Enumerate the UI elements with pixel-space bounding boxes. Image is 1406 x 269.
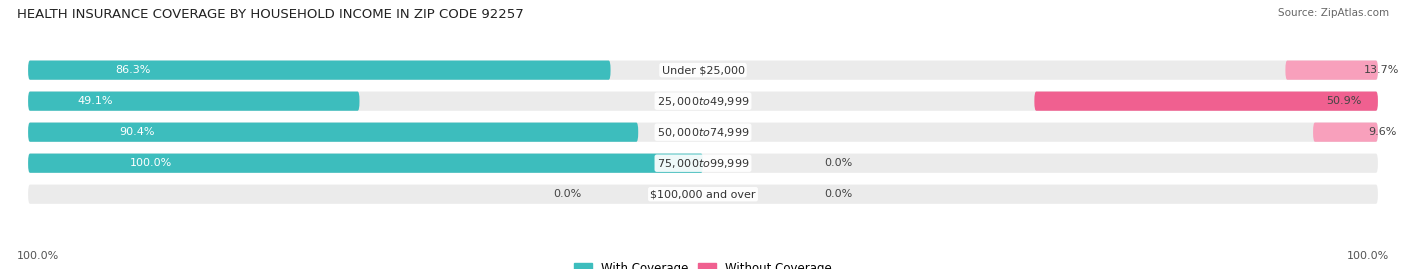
- Text: $100,000 and over: $100,000 and over: [650, 189, 756, 199]
- Text: HEALTH INSURANCE COVERAGE BY HOUSEHOLD INCOME IN ZIP CODE 92257: HEALTH INSURANCE COVERAGE BY HOUSEHOLD I…: [17, 8, 523, 21]
- Text: 100.0%: 100.0%: [17, 251, 59, 261]
- Text: 0.0%: 0.0%: [554, 189, 582, 199]
- Text: 100.0%: 100.0%: [129, 158, 172, 168]
- Text: Source: ZipAtlas.com: Source: ZipAtlas.com: [1278, 8, 1389, 18]
- FancyBboxPatch shape: [28, 154, 703, 173]
- Text: $25,000 to $49,999: $25,000 to $49,999: [657, 95, 749, 108]
- Text: 13.7%: 13.7%: [1364, 65, 1399, 75]
- FancyBboxPatch shape: [28, 123, 638, 142]
- Text: 0.0%: 0.0%: [824, 158, 852, 168]
- Text: 100.0%: 100.0%: [1347, 251, 1389, 261]
- FancyBboxPatch shape: [28, 61, 610, 80]
- FancyBboxPatch shape: [1035, 91, 1378, 111]
- Text: 86.3%: 86.3%: [115, 65, 150, 75]
- Text: Under $25,000: Under $25,000: [661, 65, 745, 75]
- Text: 50.9%: 50.9%: [1326, 96, 1362, 106]
- Text: 49.1%: 49.1%: [77, 96, 114, 106]
- Text: 0.0%: 0.0%: [824, 189, 852, 199]
- FancyBboxPatch shape: [28, 185, 1378, 204]
- Text: $75,000 to $99,999: $75,000 to $99,999: [657, 157, 749, 170]
- FancyBboxPatch shape: [28, 154, 1378, 173]
- FancyBboxPatch shape: [28, 123, 1378, 142]
- FancyBboxPatch shape: [1285, 61, 1378, 80]
- Legend: With Coverage, Without Coverage: With Coverage, Without Coverage: [569, 258, 837, 269]
- FancyBboxPatch shape: [1313, 123, 1378, 142]
- FancyBboxPatch shape: [28, 61, 1378, 80]
- FancyBboxPatch shape: [28, 91, 360, 111]
- Text: 90.4%: 90.4%: [120, 127, 155, 137]
- Text: $50,000 to $74,999: $50,000 to $74,999: [657, 126, 749, 139]
- FancyBboxPatch shape: [28, 91, 1378, 111]
- Text: 9.6%: 9.6%: [1368, 127, 1396, 137]
